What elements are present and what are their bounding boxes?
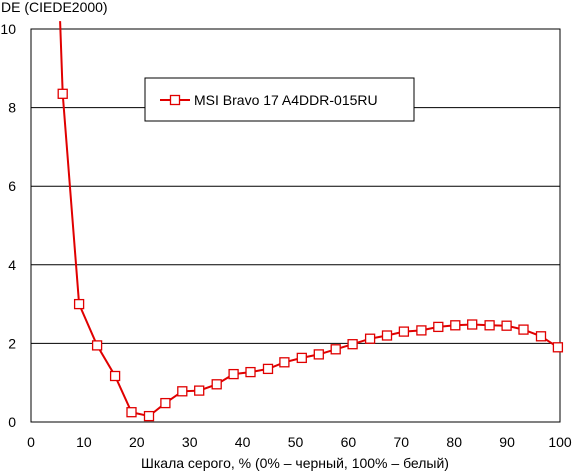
x-tick-label: 60 bbox=[341, 434, 357, 450]
data-point bbox=[552, 342, 564, 353]
x-tick-labels: 0 10 20 30 40 50 60 70 80 90 100 bbox=[27, 434, 572, 450]
y-tick-label: 6 bbox=[8, 178, 16, 194]
legend-marker bbox=[169, 94, 181, 106]
y-tick-label: 4 bbox=[8, 257, 16, 273]
x-tick-label: 10 bbox=[76, 434, 92, 450]
data-point bbox=[91, 340, 103, 351]
data-point bbox=[211, 379, 222, 390]
legend-label: MSI Bravo 17 A4DDR-015RU bbox=[194, 92, 378, 108]
data-point bbox=[330, 344, 341, 355]
data-point bbox=[109, 370, 121, 382]
data-point bbox=[228, 368, 239, 380]
data-point bbox=[160, 397, 171, 409]
y-tick-label: 0 bbox=[8, 414, 16, 430]
x-tick-label: 70 bbox=[394, 434, 410, 450]
data-point bbox=[57, 88, 68, 99]
y-tick-label: 8 bbox=[8, 100, 16, 116]
x-tick-label: 40 bbox=[235, 434, 251, 450]
data-point bbox=[177, 386, 188, 397]
data-point bbox=[73, 298, 85, 310]
data-point bbox=[296, 352, 307, 364]
y-tick-label: 10 bbox=[0, 21, 16, 37]
data-point bbox=[143, 410, 155, 422]
x-tick-label: 90 bbox=[499, 434, 515, 450]
x-tick-label: 80 bbox=[446, 434, 462, 450]
x-tick-label: 20 bbox=[129, 434, 145, 450]
data-point bbox=[433, 321, 444, 333]
data-point bbox=[194, 385, 205, 396]
data-point bbox=[381, 330, 393, 341]
data-point bbox=[484, 320, 495, 331]
data-point bbox=[467, 319, 478, 330]
x-tick-label: 0 bbox=[27, 434, 35, 450]
data-point bbox=[279, 357, 290, 368]
x-axis-title: Шкала серого, % (0% – черный, 100% – бел… bbox=[141, 455, 449, 471]
data-point bbox=[450, 320, 461, 331]
data-point bbox=[416, 325, 427, 336]
data-point bbox=[313, 349, 324, 360]
data-point bbox=[501, 320, 512, 331]
legend: MSI Bravo 17 A4DDR-015RU bbox=[144, 77, 415, 122]
data-point bbox=[262, 363, 274, 375]
data-point bbox=[398, 326, 410, 337]
x-tick-label: 50 bbox=[288, 434, 304, 450]
data-point bbox=[347, 339, 358, 350]
data-point bbox=[364, 333, 376, 344]
data-point bbox=[535, 331, 547, 342]
y-tick-labels: 0 2 4 6 8 10 bbox=[0, 21, 16, 430]
x-tick-label: 100 bbox=[548, 434, 572, 450]
data-point bbox=[518, 324, 529, 335]
series-line-group bbox=[57, 21, 564, 422]
data-point bbox=[126, 407, 137, 418]
y-axis-title: DE (CIEDE2000) bbox=[1, 0, 108, 15]
y-tick-label: 2 bbox=[8, 335, 16, 351]
data-point bbox=[245, 366, 256, 378]
plot-area bbox=[30, 28, 561, 423]
x-tick-label: 30 bbox=[182, 434, 198, 450]
y-grid-lines bbox=[31, 107, 560, 344]
